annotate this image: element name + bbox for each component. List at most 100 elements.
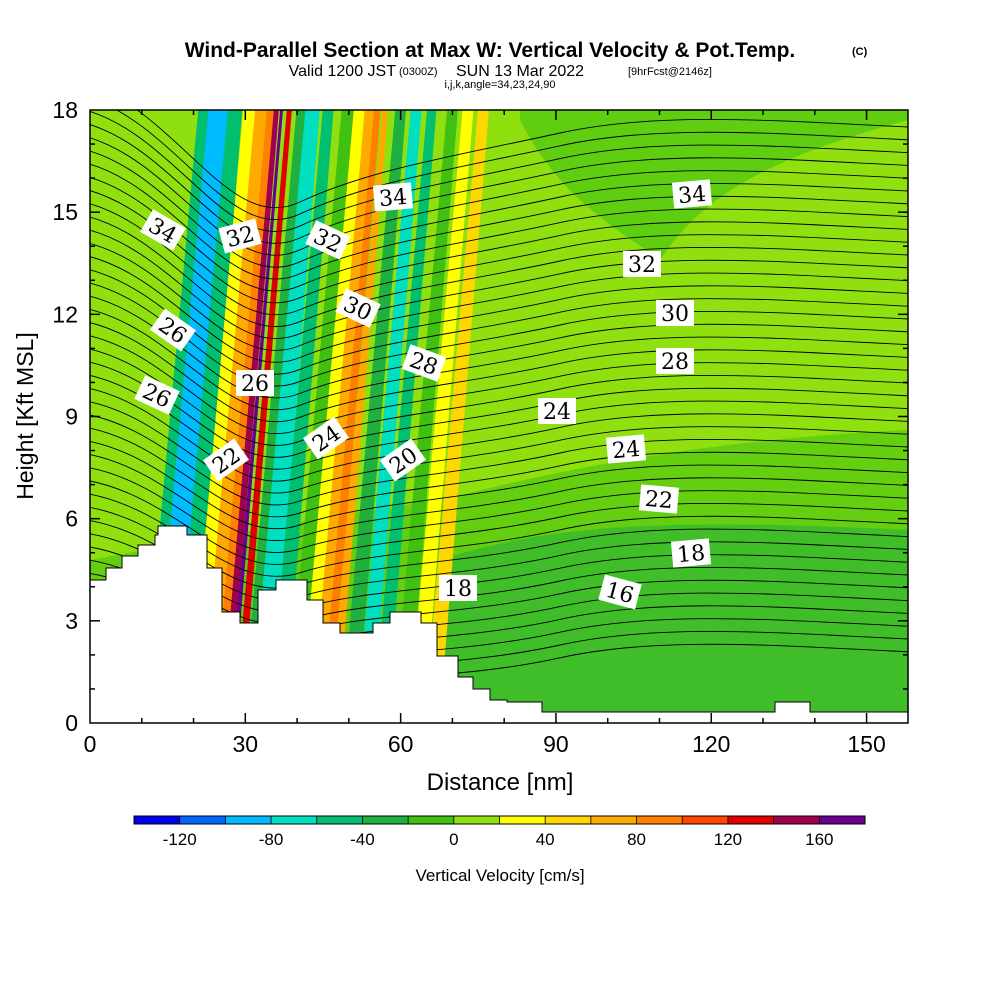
colorbar-swatch (362, 816, 409, 824)
theta-label-text: 24 (543, 400, 571, 425)
colorbar-frame (133, 815, 866, 825)
theta-label-text: 18 (676, 541, 706, 568)
colorbar-tick-label: -80 (259, 830, 284, 849)
y-axis-label: Height [Kft MSL] (12, 332, 38, 499)
theta-label-bg (638, 484, 680, 514)
colorbar-swatch (682, 816, 728, 824)
theta-label-text: 24 (611, 437, 641, 464)
theta-contour-label: 30 (656, 300, 694, 327)
theta-contour-line (90, 374, 908, 470)
colorbar-swatch (408, 816, 454, 824)
w-cell (341, 110, 407, 723)
theta-contour-label: 22 (638, 484, 680, 514)
theta-contour-line (90, 269, 908, 375)
x-tick-label: 30 (233, 731, 259, 757)
subtitle-utc: (0300Z) (399, 66, 438, 78)
theta-label-bg (218, 218, 262, 254)
colorbar-swatch (819, 816, 865, 824)
w-cell (299, 110, 365, 723)
y-tick-label: 15 (52, 199, 78, 225)
theta-contour-line (90, 242, 908, 351)
theta-label-bg (538, 398, 576, 424)
theta-label-bg (439, 575, 477, 601)
colorbar-tick-label: -120 (163, 830, 197, 849)
w-cell (329, 110, 389, 723)
subtitle-indices: i,j,k,angle=34,23,24,90 (444, 79, 555, 91)
y-tick-label: 0 (65, 710, 78, 736)
colorbar-tick-label: -40 (350, 830, 375, 849)
theta-label-bg (305, 220, 351, 260)
theta-label-bg (302, 416, 350, 460)
theta-contour-line (90, 216, 908, 328)
theta-contour-line (90, 124, 908, 244)
w-cell (423, 110, 489, 723)
theta-contour-label: 32 (623, 251, 661, 278)
subtitle-fcst: [9hrFcst@2146z] (628, 66, 712, 78)
colorbar-swatch (179, 816, 226, 824)
theta-label-bg (670, 538, 712, 568)
theta-contour-label: 18 (670, 538, 712, 568)
theta-contour-label: 24 (538, 398, 576, 425)
theta-label-bg (656, 348, 694, 374)
theta-label-text: 26 (241, 372, 269, 397)
theta-label-bg (134, 375, 180, 415)
y-tick-label: 6 (65, 506, 78, 532)
w-cell (408, 110, 474, 723)
colorbar-swatch (453, 816, 500, 824)
theta-label-bg (335, 288, 381, 328)
y-axis: 0 3 6 9 12 15 18 (52, 97, 908, 736)
theta-label-bg (605, 434, 647, 464)
theta-label-bg (202, 438, 250, 482)
theta-contour-line (90, 137, 908, 256)
theta-contour-line (90, 388, 908, 482)
colorbar-swatch (590, 816, 637, 824)
colorbar: -120 -80 -40 0 40 80 120 160 (133, 815, 866, 849)
theta-label-text: 28 (661, 350, 689, 375)
theta-contour-line (90, 203, 908, 316)
x-tick-label: 120 (692, 731, 730, 757)
y-tick-label: 3 (65, 608, 78, 634)
colorbar-swatch (545, 816, 591, 824)
theta-label-text: 18 (444, 577, 472, 602)
colorbar-swatch (499, 816, 546, 824)
theta-label-bg (149, 308, 197, 352)
theta-contour-label: 34 (671, 179, 713, 209)
colorbar-swatch (134, 816, 180, 824)
subtitle-date: SUN 13 Mar 2022 (456, 63, 584, 80)
theta-contour-line (90, 361, 908, 458)
w-cell (233, 110, 292, 723)
theta-contour-label: 26 (236, 370, 274, 397)
theta-contour-line (90, 414, 908, 506)
theta-label-text: 22 (644, 487, 674, 514)
theta-label-bg (598, 574, 642, 610)
theta-contour-line (90, 190, 908, 304)
theta-contour-line (90, 467, 908, 554)
theta-label-bg (140, 209, 186, 251)
x-tick-label: 90 (543, 731, 569, 757)
theta-contour-line (90, 110, 908, 232)
theta-label-text: 30 (661, 302, 689, 327)
theta-label-bg (379, 438, 427, 482)
theta-label-bg (656, 300, 694, 326)
theta-contour-line (136, 110, 908, 209)
x-tick-label: 150 (847, 731, 885, 757)
colorbar-tick-label: 120 (714, 830, 742, 849)
colorbar-swatch (271, 816, 317, 824)
colorbar-label: Vertical Velocity [cm/s] (415, 866, 584, 885)
theta-contour-line (90, 427, 908, 518)
w-cell (227, 110, 284, 723)
chart-title: Wind-Parallel Section at Max W: Vertical… (185, 39, 796, 62)
colorbar-swatch (773, 816, 820, 824)
theta-contour-line (90, 348, 908, 447)
theta-contour-line (90, 454, 908, 542)
w-cell (286, 110, 357, 723)
theta-label-bg (671, 179, 713, 209)
theta-contour-line (90, 150, 908, 268)
theta-contour-label: 28 (401, 344, 447, 382)
theta-label-bg (236, 370, 274, 396)
theta-label-text: 34 (677, 182, 707, 209)
theta-label-bg (401, 344, 447, 382)
x-tick-label: 60 (388, 731, 414, 757)
